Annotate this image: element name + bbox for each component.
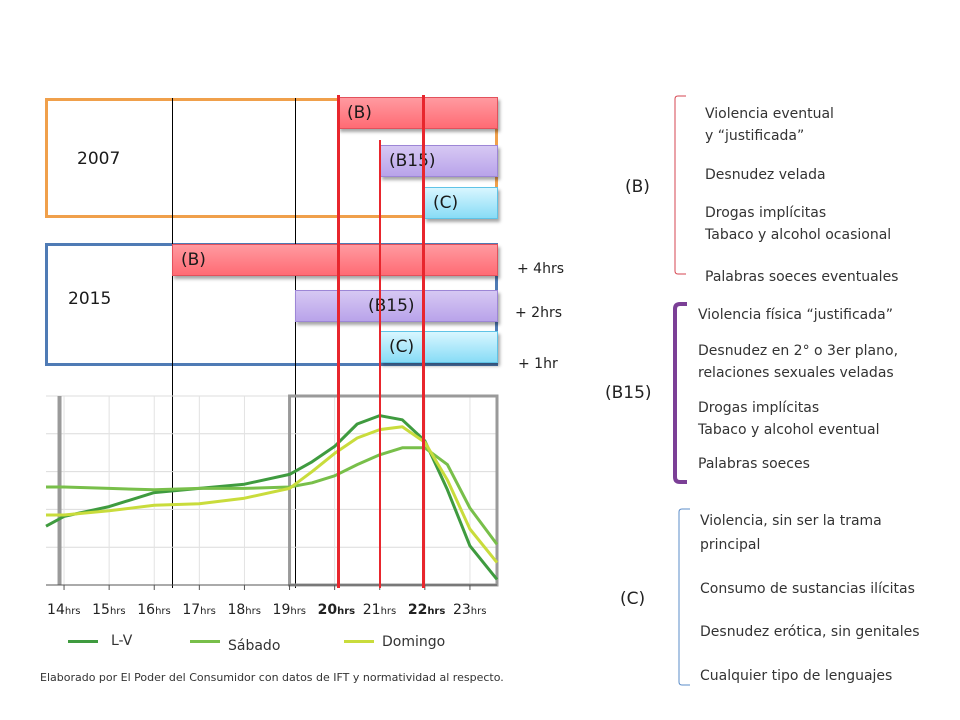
x-tick-label: 17hrs bbox=[182, 602, 216, 618]
x-tick-label: 14hrs bbox=[47, 602, 81, 618]
series-line-domingo bbox=[46, 425, 499, 564]
class-b15-item: Drogas implícitas bbox=[698, 400, 820, 416]
class-c-item: Desnudez erótica, sin genitales bbox=[700, 624, 920, 640]
series-line-s-bado bbox=[46, 446, 499, 546]
source-footnote: Elaborado por El Poder del Consumidor co… bbox=[40, 671, 504, 684]
marker-22hrs bbox=[422, 95, 425, 588]
chart-lines bbox=[45, 414, 499, 581]
x-tick-label: 23hrs bbox=[452, 602, 487, 618]
class-b15-item: Violencia física “justificada” bbox=[698, 307, 893, 323]
year-2015-label: 2015 bbox=[68, 289, 112, 309]
bracket-b15 bbox=[673, 302, 687, 484]
marker-20hrs bbox=[337, 95, 340, 588]
legend-label-lv: L-V bbox=[111, 633, 133, 649]
added-hours-c: + 1hr bbox=[518, 356, 558, 372]
hour-line-17 bbox=[172, 98, 173, 588]
hour-line-19 bbox=[295, 98, 296, 588]
class-b15-item: Tabaco y alcohol eventual bbox=[698, 422, 880, 438]
bar-2007-b15: (B15) bbox=[380, 145, 498, 177]
class-b-item: Drogas implícitas bbox=[705, 205, 827, 221]
class-b-item: Desnudez velada bbox=[705, 167, 826, 183]
x-tick-label: 18hrs bbox=[227, 602, 261, 618]
class-b-item: Violencia eventual y “justificada” bbox=[705, 106, 834, 144]
class-c-label: (C) bbox=[620, 589, 646, 609]
marker-21hrs bbox=[379, 140, 381, 588]
class-c-item: Violencia, sin ser la trama principal bbox=[700, 513, 882, 553]
legend-label-sabado: Sábado bbox=[228, 638, 281, 654]
bar-2007-c: (C) bbox=[424, 187, 498, 219]
bar-2007-b: (B) bbox=[338, 97, 498, 129]
x-tick-label: 21hrs bbox=[362, 602, 397, 618]
legend-swatch-sabado bbox=[190, 640, 220, 643]
audience-chart bbox=[45, 394, 499, 590]
class-b15-item: Palabras soeces bbox=[698, 456, 810, 472]
bar-2015-c: (C) bbox=[380, 331, 498, 363]
class-b15-label: (B15) bbox=[605, 383, 652, 403]
bracket-c bbox=[678, 508, 690, 686]
year-2007-label: 2007 bbox=[77, 149, 121, 169]
class-b-item: Tabaco y alcohol ocasional bbox=[705, 227, 892, 243]
bar-2015-b: (B) bbox=[172, 244, 498, 276]
series-line-l-v bbox=[45, 414, 499, 581]
x-tick-label: 15hrs bbox=[92, 602, 126, 618]
added-hours-b: + 4hrs bbox=[517, 261, 565, 277]
bracket-b bbox=[674, 95, 686, 275]
x-tick-label: 16hrs bbox=[137, 602, 171, 618]
class-b-label: (B) bbox=[625, 177, 650, 197]
x-tick-label: 19hrs bbox=[272, 602, 307, 618]
x-tick-label: 22hrs bbox=[407, 602, 446, 618]
legend-swatch-domingo bbox=[344, 640, 374, 643]
x-tick-label: 20hrs bbox=[317, 602, 356, 618]
class-b-item: Palabras soeces eventuales bbox=[705, 269, 899, 285]
added-hours-b15: + 2hrs bbox=[515, 305, 563, 321]
class-b15-item: Desnudez en 2° o 3er plano, relaciones s… bbox=[698, 343, 899, 381]
primetime-panel bbox=[288, 394, 499, 587]
class-c-item: Consumo de sustancias ilícitas bbox=[700, 581, 915, 597]
bar-2015-b15: (B15) bbox=[295, 290, 498, 322]
legend-label-domingo: Domingo bbox=[382, 634, 446, 650]
legend-swatch-lv bbox=[68, 640, 98, 643]
class-c-item: Cualquier tipo de lenguajes bbox=[700, 668, 893, 684]
